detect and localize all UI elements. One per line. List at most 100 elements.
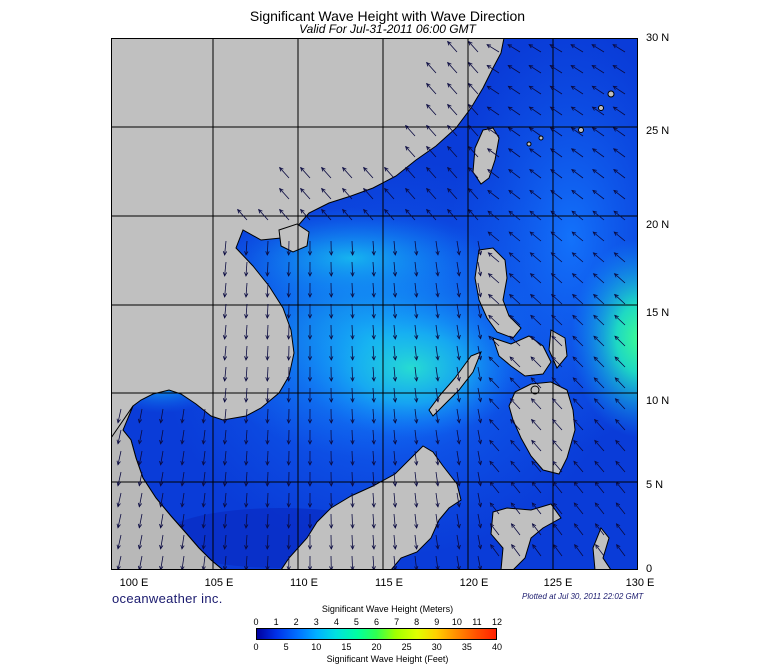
wave-arrow: [593, 294, 605, 305]
wave-arrow: [530, 335, 542, 347]
wave-arrow-head: [329, 461, 334, 466]
wave-arrow-head: [300, 208, 305, 214]
wave-arrow-head: [392, 461, 398, 466]
wave-arrow: [529, 231, 542, 242]
wave-arrow-head: [477, 502, 483, 508]
wave-arrow: [477, 429, 482, 444]
wave-arrow: [224, 240, 227, 255]
lat-label-0: 0: [646, 563, 653, 575]
wave-arrow-head: [116, 418, 121, 424]
wave-arrow: [414, 324, 418, 339]
wave-arrow: [612, 44, 626, 53]
wave-arrow-head: [286, 419, 291, 424]
wave-arrow: [571, 148, 584, 158]
wave-arrow: [435, 324, 439, 339]
wave-arrow-head: [489, 523, 495, 528]
wave-arrow: [435, 366, 439, 381]
wave-arrow-head: [244, 524, 249, 529]
wave-arrow: [351, 366, 354, 382]
wave-arrow-head: [509, 314, 514, 320]
wave-arrow-head: [414, 334, 419, 340]
wave-arrow: [456, 471, 460, 486]
wave-arrow: [551, 273, 563, 284]
wave-arrow-head: [614, 356, 620, 361]
wave-arrow-head: [414, 292, 419, 298]
wave-arrow-head: [222, 251, 228, 256]
wave-arrow: [487, 210, 500, 221]
wave-arrow: [351, 387, 354, 403]
wave-arrow-head: [159, 439, 164, 445]
wave-arrow-head: [426, 145, 431, 151]
wave-arrow-head: [613, 189, 618, 195]
wave-arrow-head: [329, 440, 334, 445]
wave-arrow-head: [532, 544, 537, 549]
wave-arrow-head: [488, 398, 494, 403]
wave-arrow: [224, 513, 227, 528]
wave-field-peak: [301, 298, 521, 438]
wave-arrow-head: [180, 418, 185, 424]
wave-arrow-head: [265, 461, 270, 466]
wave-arrow: [456, 408, 460, 423]
wave-arrow: [393, 408, 396, 423]
wave-arrow: [571, 210, 584, 221]
wave-arrow-head: [371, 524, 376, 529]
wave-arrow: [138, 471, 143, 486]
wave-arrow-head: [414, 523, 419, 529]
wave-arrow-head: [265, 293, 270, 298]
wave-arrow-head: [265, 503, 270, 508]
wave-arrow: [138, 492, 143, 507]
wave-arrow-head: [392, 545, 398, 550]
wave-arrow-head: [201, 502, 206, 508]
wave-arrow: [266, 492, 269, 508]
wave-arrow-head: [329, 398, 334, 403]
wave-arrow: [550, 210, 563, 221]
wave-arrow-head: [511, 544, 516, 549]
wave-arrow: [571, 85, 584, 95]
wave-arrow-head: [529, 231, 535, 236]
wave-arrow: [551, 315, 563, 326]
wave-arrow-head: [414, 481, 419, 487]
wave-arrow: [393, 471, 396, 486]
wave-arrow: [614, 252, 626, 263]
wave-arrow: [456, 324, 460, 339]
wave-arrow-head: [528, 148, 534, 153]
wave-arrow: [351, 240, 354, 256]
wave-arrow: [594, 481, 605, 494]
wave-arrow: [266, 555, 269, 570]
wave-arrow-head: [614, 398, 620, 403]
wave-arrow: [456, 261, 460, 276]
wave-arrow-head: [594, 502, 600, 508]
wave-arrow-head: [279, 187, 284, 193]
wave-arrow-head: [489, 439, 494, 445]
wave-arrow: [372, 366, 375, 381]
wave-arrow-head: [279, 166, 284, 172]
wave-arrow-head: [307, 314, 313, 319]
wave-arrow-head: [592, 210, 598, 216]
wave-arrow: [530, 315, 542, 326]
wave-arrow-head: [265, 545, 270, 550]
wave-arrow: [384, 209, 395, 221]
wave-arrow: [477, 450, 482, 465]
wave-arrow-head: [591, 127, 597, 132]
wave-arrow-head: [222, 293, 228, 298]
wave-arrow: [456, 387, 460, 402]
wave-arrow-head: [307, 419, 313, 424]
wave-arrow: [529, 85, 542, 95]
wave-arrow-head: [456, 481, 461, 487]
wave-height-map[interactable]: [111, 38, 638, 570]
wave-arrow: [613, 127, 626, 137]
wave-arrow: [487, 85, 500, 95]
wave-arrow-head: [414, 376, 419, 382]
wave-arrow: [414, 408, 418, 423]
wave-arrow-head: [549, 44, 555, 49]
wave-arrow-head: [528, 85, 534, 90]
wave-arrow-head: [426, 61, 431, 67]
wave-arrow-head: [329, 293, 334, 298]
wave-arrow-head: [530, 377, 536, 382]
wave-arrow: [468, 104, 479, 116]
wave-arrow: [531, 398, 542, 410]
wave-arrow: [351, 303, 354, 319]
wave-arrow: [573, 440, 584, 452]
wave-arrow: [435, 282, 439, 297]
wave-arrow-head: [530, 314, 535, 320]
